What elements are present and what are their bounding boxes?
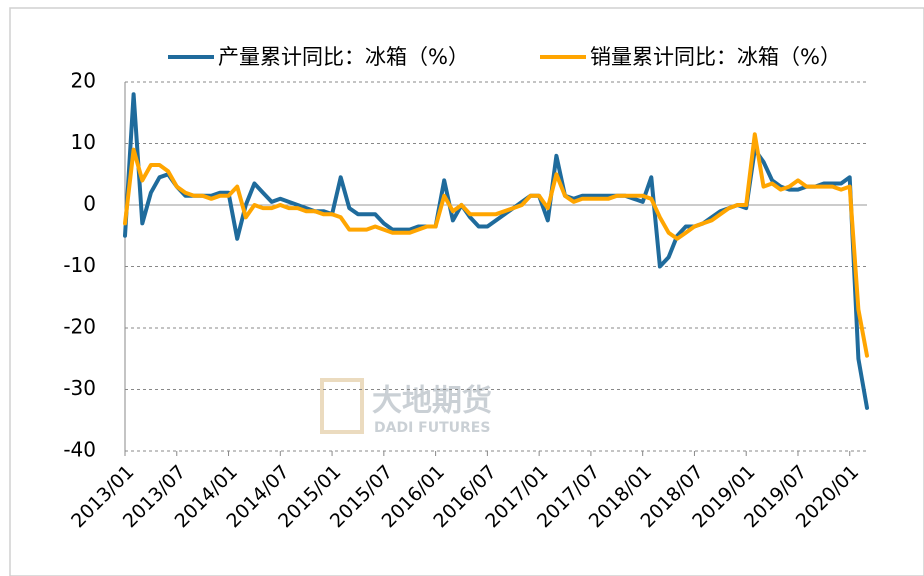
y-tick-label: 10 [71, 130, 96, 154]
watermark-text: 大地期货 [372, 384, 492, 419]
legend-label: 销量累计同比：冰箱（%） [590, 45, 841, 69]
y-tick-label: -40 [63, 438, 96, 462]
frame [9, 7, 924, 576]
y-tick-label: 0 [83, 192, 96, 216]
watermark-logo [320, 378, 364, 434]
series-line [123, 132, 869, 358]
y-tick-label: 20 [71, 69, 96, 93]
watermark-subtext: DADI FUTURES [374, 420, 490, 436]
legend-label: 产量累计同比：冰箱（%） [218, 45, 469, 69]
y-tick-label: -30 [63, 376, 96, 400]
watermark: 大地期货 DADI FUTURES [320, 378, 492, 436]
y-tick-label: -10 [63, 253, 96, 277]
series-line [123, 92, 869, 410]
y-tick-label: -20 [63, 315, 96, 339]
